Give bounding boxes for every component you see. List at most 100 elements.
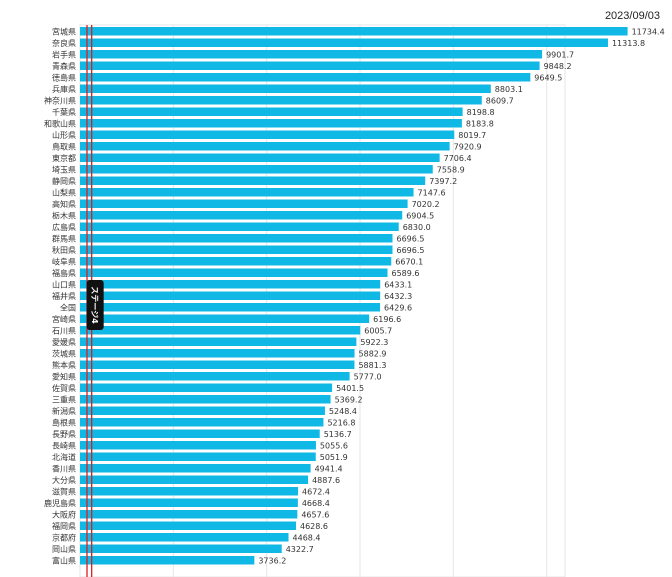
value-label: 3736.2 (258, 557, 286, 566)
category-label: 島根県 (52, 418, 76, 428)
value-label: 8609.7 (486, 97, 514, 106)
value-label: 6904.5 (406, 212, 434, 221)
value-label: 6429.6 (384, 304, 412, 313)
value-label: 5401.5 (336, 384, 364, 393)
value-label: 8019.7 (458, 131, 486, 140)
category-label: 兵庫県 (52, 84, 76, 94)
category-label: 熊本県 (52, 360, 76, 370)
value-label: 8803.1 (495, 85, 523, 94)
bar (80, 222, 399, 231)
bar (80, 349, 355, 358)
category-label: 徳島県 (52, 73, 76, 83)
bar (80, 27, 628, 36)
value-label: 7020.2 (412, 200, 440, 209)
value-label: 9901.7 (546, 51, 574, 60)
bar (80, 372, 350, 381)
date-label: 2023/09/03 (604, 10, 660, 22)
bars (80, 27, 628, 565)
bar (80, 452, 316, 461)
value-label: 9848.2 (544, 62, 572, 71)
bar (80, 395, 331, 404)
value-label: 7397.2 (429, 177, 457, 186)
value-label: 4628.6 (300, 522, 328, 531)
value-label: 5777.0 (354, 373, 382, 382)
category-label: 広島県 (52, 222, 76, 232)
bar (80, 257, 392, 266)
value-label: 6696.5 (397, 246, 425, 255)
value-label: 4941.4 (315, 465, 343, 474)
value-label: 5882.9 (359, 350, 387, 359)
category-label: 鳥取県 (52, 142, 76, 152)
bar (80, 119, 462, 128)
category-label: 福岡県 (52, 522, 76, 531)
bar (80, 245, 393, 254)
bar (80, 165, 433, 174)
plot-frame (79, 24, 566, 577)
category-label: 岐阜県 (52, 257, 76, 267)
category-label: 栃木県 (52, 211, 76, 221)
value-label: 5136.7 (324, 430, 352, 439)
bar (80, 291, 381, 300)
category-label: 香川県 (52, 464, 76, 474)
bar (80, 73, 531, 82)
category-label: 新潟県 (52, 406, 76, 416)
value-label: 6830.0 (403, 223, 431, 232)
bar (80, 498, 298, 507)
category-label: 宮崎県 (52, 314, 76, 324)
category-label: 群馬県 (52, 234, 76, 244)
bar (80, 234, 393, 243)
category-label: 福井県 (52, 291, 76, 301)
value-label: 5922.3 (360, 338, 388, 347)
category-label: 静岡県 (52, 176, 76, 186)
category-label: 和歌山県 (44, 119, 76, 129)
stage-badge-label: ステージ4 (90, 286, 99, 324)
category-label: 神奈川県 (44, 96, 76, 106)
category-label: 三重県 (52, 395, 76, 405)
category-label: 愛知県 (52, 372, 76, 382)
bar (80, 211, 403, 220)
value-label: 7706.4 (444, 154, 472, 163)
category-label: 滋賀県 (52, 487, 76, 497)
bar (80, 418, 324, 427)
value-label: 7558.9 (437, 166, 465, 175)
value-label: 6696.5 (397, 235, 425, 244)
bar (80, 176, 426, 185)
category-label: 茨城県 (52, 349, 76, 359)
bar (80, 303, 381, 312)
value-label: 5216.8 (327, 419, 355, 428)
category-label: 愛媛県 (52, 337, 76, 347)
value-label: 6589.6 (392, 269, 420, 278)
value-label: 4322.7 (286, 545, 314, 554)
bar (80, 61, 540, 70)
value-label: 6005.7 (364, 327, 392, 336)
bar (80, 130, 455, 139)
category-label: 佐賀県 (52, 383, 76, 393)
category-label: 千葉県 (52, 107, 76, 117)
category-label: 山梨県 (52, 188, 76, 198)
category-label: 宮城県 (52, 27, 76, 37)
bar (80, 533, 289, 542)
value-label: 7920.9 (454, 143, 482, 152)
bar (80, 188, 414, 197)
bar (80, 475, 309, 484)
category-label: 大阪府 (52, 510, 76, 520)
grid-lines (79, 24, 566, 577)
category-label: 福島県 (52, 268, 76, 278)
value-label: 7147.6 (418, 189, 446, 198)
category-label: 埼玉県 (52, 165, 76, 175)
bar (80, 556, 255, 565)
value-label: 6196.6 (373, 315, 401, 324)
value-label: 4672.4 (302, 488, 330, 497)
category-label: 岡山県 (52, 544, 76, 554)
bar (80, 441, 316, 450)
value-label: 5369.2 (335, 396, 363, 405)
bar (80, 50, 543, 59)
value-label: 8198.8 (467, 108, 495, 117)
bar (80, 544, 282, 553)
value-label: 11313.8 (612, 39, 645, 48)
bar (80, 280, 381, 289)
value-label: 4668.4 (302, 499, 330, 508)
bar (80, 199, 408, 208)
value-label: 6432.3 (384, 292, 412, 301)
